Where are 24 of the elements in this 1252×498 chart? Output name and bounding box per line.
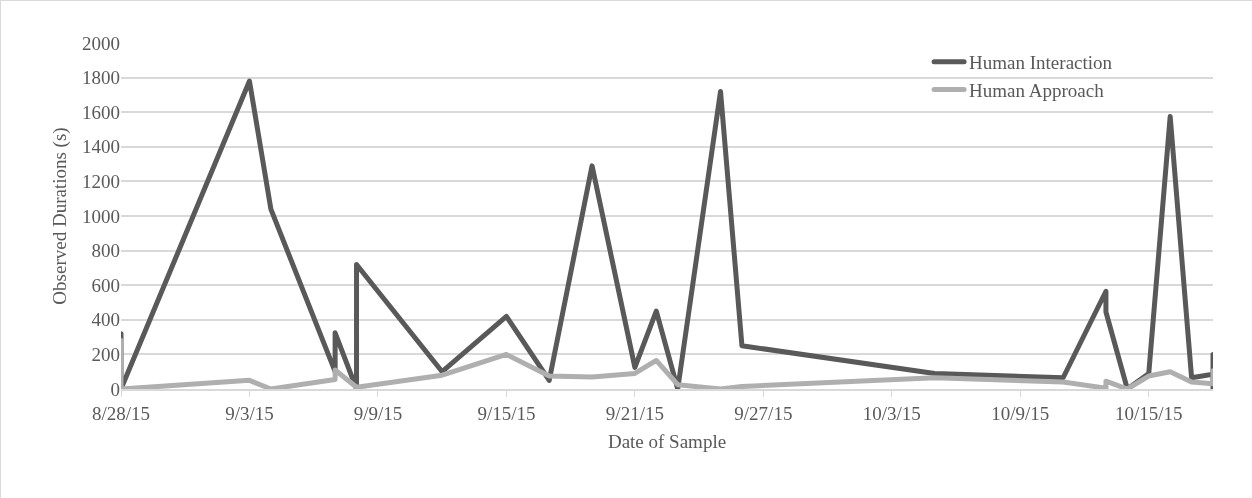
x-tick-label: 8/28/15 <box>91 402 151 424</box>
y-tick-label: 1200 <box>82 171 120 193</box>
y-tick-label: 0 <box>110 378 120 400</box>
x-axis-title: Date of Sample <box>607 430 727 452</box>
x-tick-label: 10/3/15 <box>862 402 921 424</box>
x-tick-label: 10/9/15 <box>991 402 1050 424</box>
x-tick-label: 9/15/15 <box>477 402 536 424</box>
legend-label: Human Approach <box>969 79 1105 101</box>
y-tick-label: 200 <box>91 344 120 366</box>
x-tick-label: 10/15/15 <box>1114 402 1183 424</box>
y-tick-label: 1400 <box>82 136 120 158</box>
y-tick-label: 1600 <box>82 101 120 123</box>
x-tick-label: 9/27/15 <box>734 402 793 424</box>
y-tick-label: 400 <box>91 309 120 331</box>
x-tick-label: 9/21/15 <box>605 402 664 424</box>
y-tick-label: 800 <box>91 240 120 262</box>
y-tick-label: 1000 <box>82 205 120 227</box>
y-tick-label: 2000 <box>82 32 120 54</box>
x-tick-label: 9/3/15 <box>225 402 274 424</box>
y-axis-title: Observed Durations (s) <box>48 127 71 305</box>
x-tick-label: 9/9/15 <box>353 402 403 424</box>
y-tick-label: 1800 <box>82 67 120 89</box>
y-tick-label: 600 <box>91 274 120 296</box>
legend-label: Human Interaction <box>969 52 1113 74</box>
